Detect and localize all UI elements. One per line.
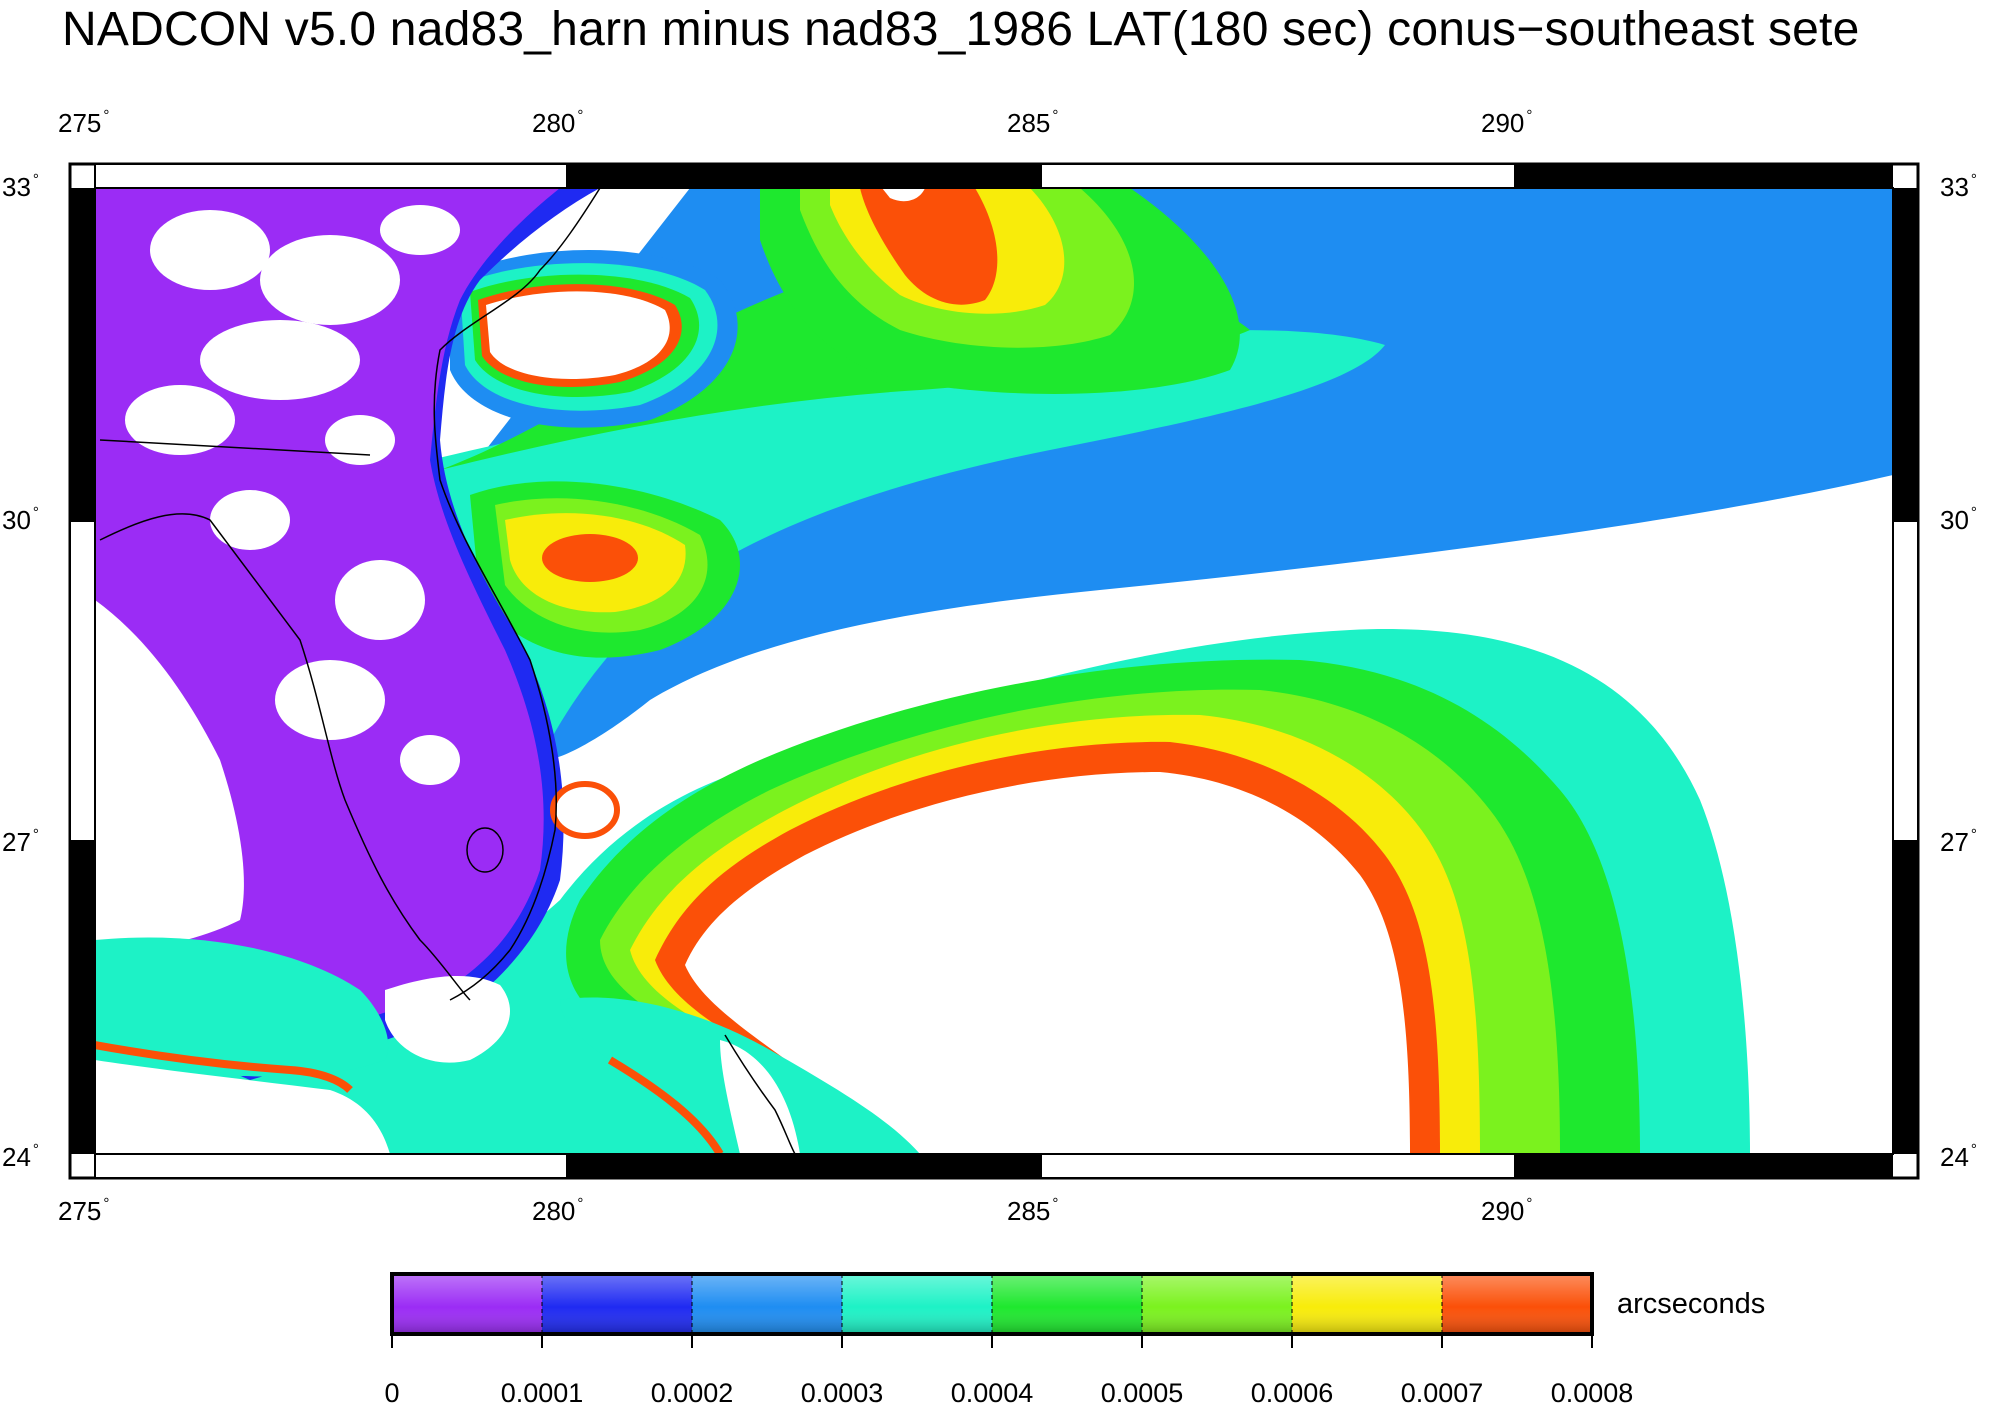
contour-gulf-white-low bbox=[95, 1060, 390, 1154]
colorbar-swatch-shade bbox=[992, 1274, 1142, 1334]
top-tick-290: 290 ° bbox=[1481, 107, 1533, 138]
colorbar-swatch-shade bbox=[542, 1274, 692, 1334]
colorbar-tick-label: 0.0006 bbox=[1250, 1378, 1334, 1408]
colorbar-tick-label: 0.0007 bbox=[1400, 1378, 1484, 1408]
contour-strait-red bbox=[607, 1056, 724, 1154]
left-tick-30: 30 ° bbox=[2, 504, 39, 535]
contour-0003-swirl bbox=[430, 330, 1385, 760]
left-tick-27: 27 ° bbox=[2, 826, 39, 857]
bottom-tick-285: 285 ° bbox=[1007, 1195, 1059, 1226]
contour-gulf-band-red bbox=[95, 1041, 353, 1093]
colorbar-tick-label: 0.0003 bbox=[800, 1378, 884, 1408]
right-tick-30: 30 ° bbox=[1940, 504, 1977, 535]
contour-bahamas-white bbox=[720, 1040, 800, 1154]
right-tick-27: 27 ° bbox=[1940, 826, 1977, 857]
contour-0008-zone bbox=[685, 772, 1410, 1154]
contour-gulf-white bbox=[95, 600, 244, 955]
colorbar bbox=[390, 1272, 1594, 1348]
contour-ring-white bbox=[486, 291, 670, 380]
bottom-tick-280: 280 ° bbox=[532, 1195, 584, 1226]
plot-border bbox=[94, 187, 1894, 1155]
top-tick-280: 280 ° bbox=[532, 107, 584, 138]
colorbar-swatch-shade bbox=[1142, 1274, 1292, 1334]
contour-mid-lobe-red bbox=[542, 534, 638, 582]
bottom-tick-290: 290 ° bbox=[1481, 1195, 1533, 1226]
colorbar-tick-label: 0.0005 bbox=[1100, 1378, 1184, 1408]
land-white-patches bbox=[125, 205, 460, 785]
contour-gulf-band bbox=[95, 937, 389, 1077]
contour-gulf-white-2 bbox=[385, 975, 510, 1063]
map-title: NADCON v5.0 nad83_harn minus nad83_1986 … bbox=[62, 3, 1860, 56]
contour-small-white bbox=[550, 781, 620, 839]
colorbar-tick-label: 0.0008 bbox=[1550, 1378, 1634, 1408]
top-tick-285: 285 ° bbox=[1007, 107, 1059, 138]
left-tick-33: 33 ° bbox=[2, 171, 39, 202]
colorbar-tick-label: 0.0004 bbox=[950, 1378, 1034, 1408]
colorbar-tick-label: 0.0001 bbox=[500, 1378, 584, 1408]
right-tick-24: 24 ° bbox=[1940, 1141, 1977, 1172]
colorbar-unit-label: arcseconds bbox=[1617, 1288, 1766, 1320]
colorbar-swatch-shade bbox=[842, 1274, 992, 1334]
coastlines bbox=[99, 188, 796, 1154]
contour-upper-lobe-red bbox=[860, 188, 998, 305]
bottom-tick-275: 275 ° bbox=[58, 1195, 110, 1226]
contour-field bbox=[95, 188, 1893, 1154]
top-tick-275: 275 ° bbox=[58, 107, 110, 138]
colorbar-swatch-shade bbox=[1442, 1274, 1592, 1334]
colorbar-tick-label: 0.0002 bbox=[650, 1378, 734, 1408]
contour-upper-lobe-white bbox=[882, 188, 925, 202]
colorbar-swatch-shade bbox=[692, 1274, 842, 1334]
colorbar-swatch-shade bbox=[392, 1274, 542, 1334]
colorbar-swatch-shade bbox=[1292, 1274, 1442, 1334]
colorbar-tick-label: 0 bbox=[384, 1378, 400, 1408]
left-tick-24: 24 ° bbox=[2, 1141, 39, 1172]
right-tick-33: 33 ° bbox=[1940, 171, 1977, 202]
